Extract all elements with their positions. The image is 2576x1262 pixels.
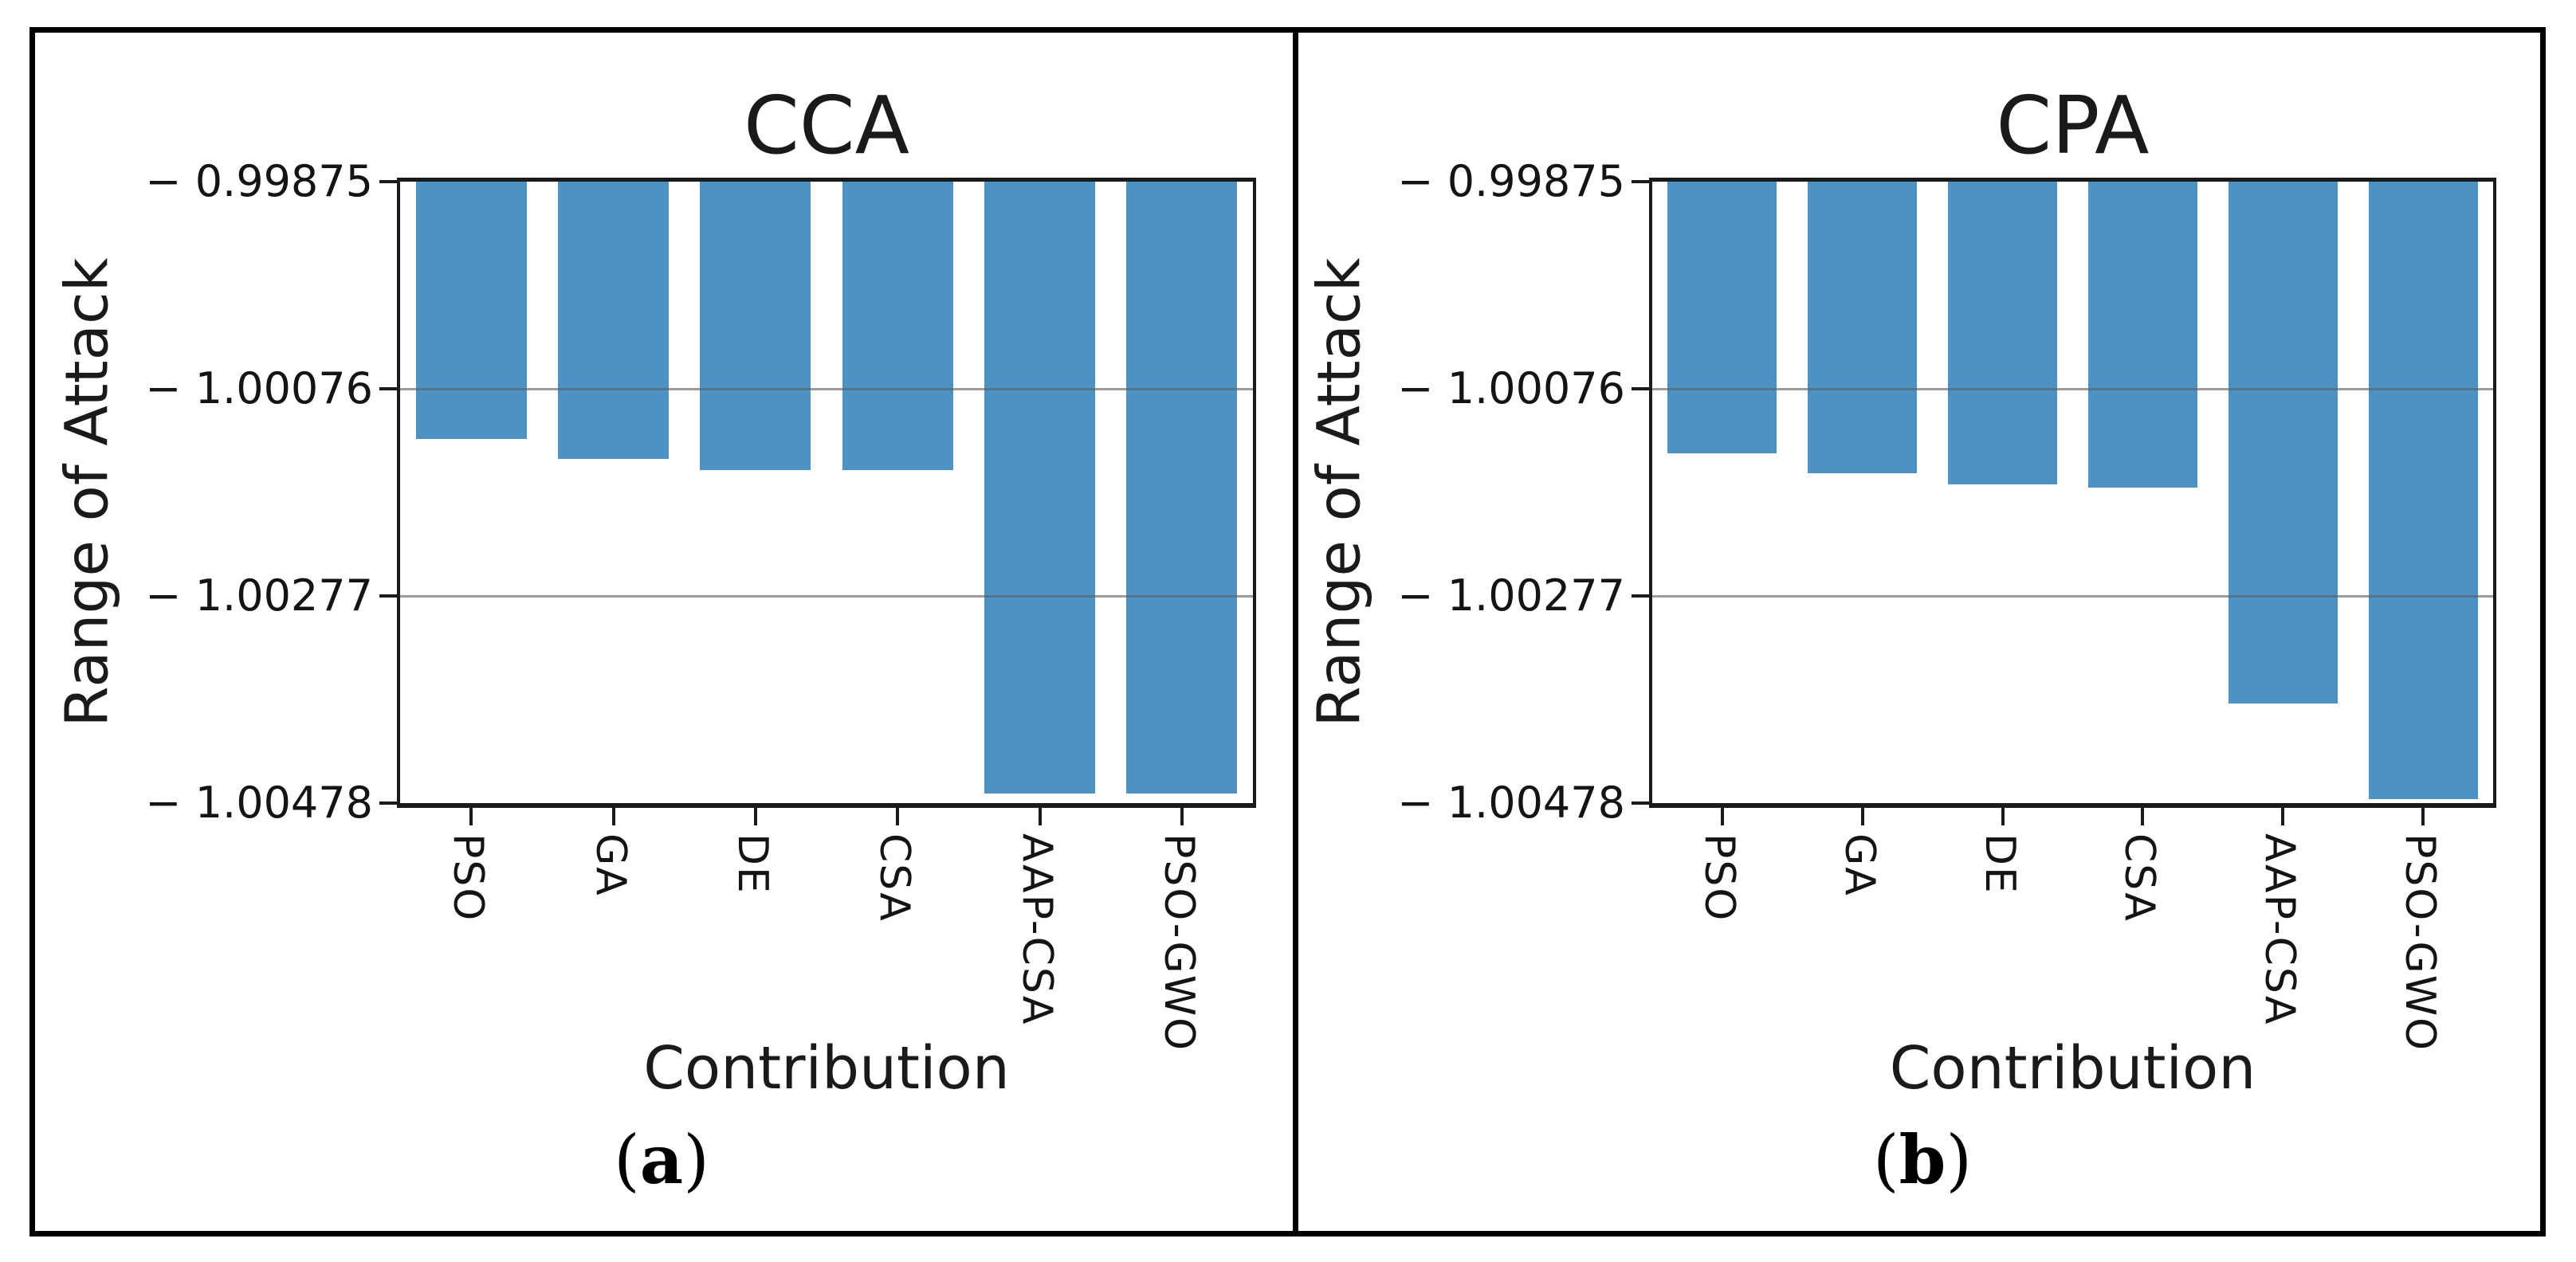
bar-b-csa <box>2088 182 2197 488</box>
bottom-spine-a <box>397 803 1256 808</box>
y-tick-label-b-3: − 1.00478 <box>1397 778 1625 828</box>
x-tick-label-b-pso: PSO <box>1695 833 1743 923</box>
y-tick-b-3 <box>1632 801 1649 805</box>
x-tick-b-0 <box>1721 808 1724 825</box>
bar-a-aap-csa <box>984 182 1095 794</box>
figure-border <box>29 27 2546 1237</box>
bar-a-pso-gwo <box>1126 182 1237 794</box>
bar-b-de <box>1948 182 2057 484</box>
y-tick-b-2 <box>1632 594 1649 598</box>
bottom-spine-b <box>1649 803 2496 808</box>
x-tick-b-3 <box>2141 808 2144 825</box>
x-tick-label-a-aap-csa: AAP-CSA <box>1013 833 1061 1026</box>
caption-open-paren-b: ( <box>1872 1121 1899 1199</box>
y-tick-label-a-2: − 1.00277 <box>145 570 373 621</box>
y-tick-a-3 <box>379 801 397 805</box>
x-tick-label-b-de: DE <box>1976 833 2024 895</box>
bar-a-de <box>700 182 811 470</box>
panel-divider <box>1293 27 1298 1237</box>
caption-close-paren-b: ) <box>1946 1121 1973 1199</box>
caption-open-paren-a: ( <box>614 1121 640 1199</box>
y-axis-label-wrap-b: Range of Attack <box>1276 182 1404 803</box>
x-tick-b-2 <box>2001 808 2005 825</box>
x-tick-label-a-ga: GA <box>587 833 634 897</box>
bar-b-aap-csa <box>2228 182 2338 704</box>
x-tick-a-0 <box>469 808 473 825</box>
right-spine-b <box>2493 178 2496 808</box>
x-tick-a-5 <box>1180 808 1184 825</box>
caption-letter-b: b <box>1899 1120 1946 1199</box>
y-tick-label-a-0: − 0.99875 <box>145 156 373 206</box>
x-tick-label-b-aap-csa: AAP-CSA <box>2256 833 2303 1026</box>
y-axis-label-a: Range of Attack <box>53 257 122 727</box>
x-tick-label-a-de: DE <box>728 833 776 895</box>
right-spine-a <box>1253 178 1256 808</box>
y-tick-a-1 <box>379 387 397 390</box>
bar-b-pso-gwo <box>2369 182 2478 799</box>
caption-letter-a: a <box>639 1120 684 1199</box>
x-tick-a-2 <box>754 808 757 825</box>
x-tick-a-4 <box>1039 808 1042 825</box>
y-axis-label-wrap-a: Range of Attack <box>24 182 151 803</box>
y-tick-a-2 <box>379 594 397 598</box>
x-tick-b-1 <box>1861 808 1864 825</box>
x-tick-label-b-ga: GA <box>1836 833 1883 897</box>
chart-title-cca: CCA <box>743 79 910 172</box>
x-tick-label-a-csa: CSA <box>870 833 918 923</box>
gridline-b--1.00277 <box>1652 595 2493 598</box>
y-tick-a-0 <box>379 180 397 183</box>
y-tick-label-b-2: − 1.00277 <box>1397 570 1625 621</box>
top-spine-b <box>1649 178 2496 182</box>
y-tick-label-a-1: − 1.00076 <box>145 363 373 413</box>
plot-area-a <box>400 182 1253 803</box>
x-axis-label-a: Contribution <box>643 1034 1010 1103</box>
y-tick-label-b-0: − 0.99875 <box>1397 156 1625 206</box>
bar-a-pso <box>416 182 527 439</box>
y-tick-b-1 <box>1632 387 1649 390</box>
x-tick-label-a-pso: PSO <box>444 833 492 923</box>
gridline-b--1.00076 <box>1652 388 2493 390</box>
panel-caption-b: (b) <box>1299 1120 2546 1199</box>
plot-area-b <box>1652 182 2493 803</box>
y-axis-label-b: Range of Attack <box>1306 257 1374 727</box>
x-tick-a-1 <box>612 808 615 825</box>
y-tick-label-b-1: − 1.00076 <box>1397 363 1625 413</box>
bar-b-ga <box>1808 182 1917 473</box>
y-tick-label-a-3: − 1.00478 <box>145 778 373 828</box>
chart-title-cpa: CPA <box>1996 79 2150 172</box>
x-tick-label-b-pso-gwo: PSO-GWO <box>2396 833 2444 1052</box>
bar-a-ga <box>558 182 669 459</box>
top-spine-a <box>397 178 1256 182</box>
y-tick-b-0 <box>1632 180 1649 183</box>
left-spine-a <box>397 178 400 808</box>
x-tick-label-b-csa: CSA <box>2115 833 2163 923</box>
caption-close-paren-a: ) <box>683 1121 709 1199</box>
x-axis-label-b: Contribution <box>1889 1034 2256 1103</box>
x-tick-b-4 <box>2281 808 2284 825</box>
gridline-a--1.00076 <box>400 388 1253 390</box>
bar-b-pso <box>1667 182 1777 453</box>
left-spine-b <box>1649 178 1652 808</box>
bar-a-csa <box>842 182 953 470</box>
x-tick-a-3 <box>896 808 899 825</box>
x-tick-label-a-pso-gwo: PSO-GWO <box>1155 833 1203 1052</box>
panel-caption-a: (a) <box>29 1120 1294 1199</box>
gridline-a--1.00277 <box>400 595 1253 598</box>
x-tick-b-5 <box>2421 808 2425 825</box>
